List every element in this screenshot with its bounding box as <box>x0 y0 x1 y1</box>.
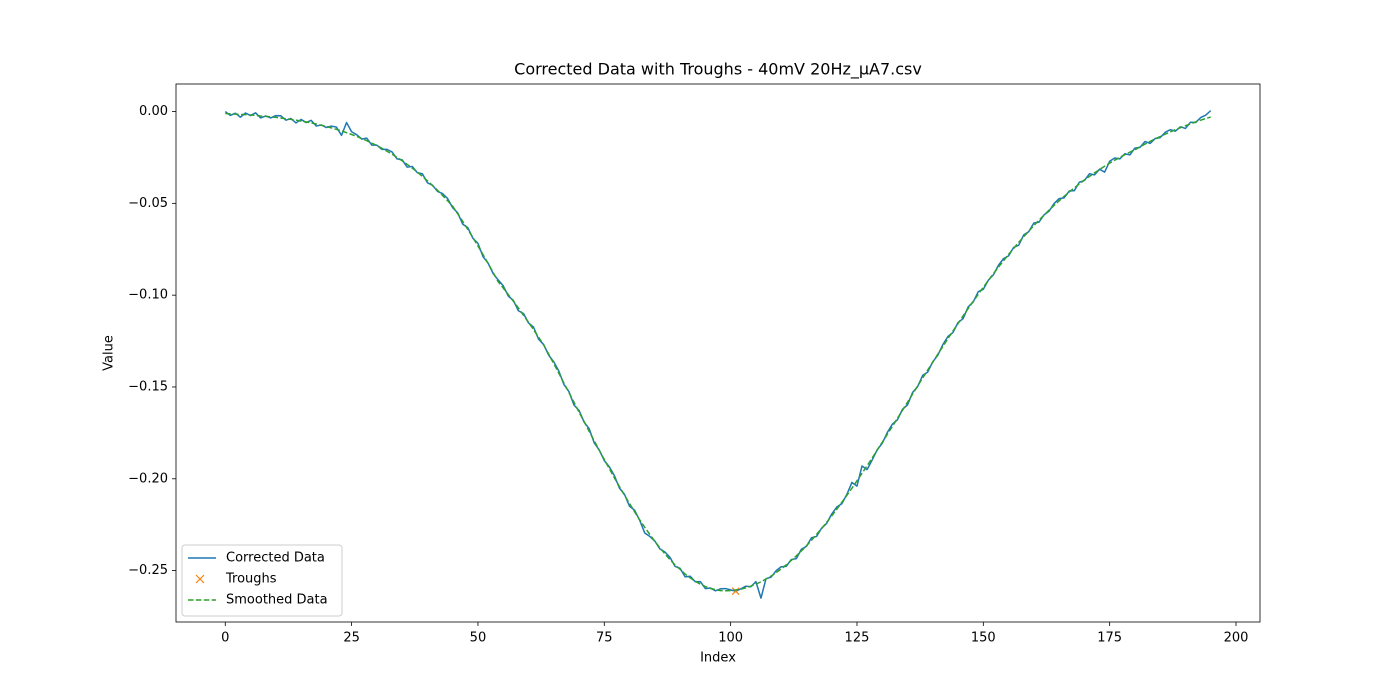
x-tick-label: 100 <box>718 631 743 646</box>
x-tick-label: 0 <box>221 631 229 646</box>
legend-label: Corrected Data <box>226 551 325 566</box>
x-tick-label: 175 <box>1097 631 1122 646</box>
legend-label: Smoothed Data <box>226 593 328 608</box>
x-tick-label: 50 <box>470 631 487 646</box>
legend-marker <box>195 574 205 584</box>
x-axis-label: Index <box>700 651 736 666</box>
y-tick-label: −0.15 <box>128 379 168 394</box>
x-tick-label: 125 <box>845 631 870 646</box>
y-axis-label: Value <box>102 335 117 371</box>
x-tick-label: 75 <box>596 631 613 646</box>
plot-frame <box>175 83 1261 623</box>
chart-title: Corrected Data with Troughs - 40mV 20Hz_… <box>514 60 922 80</box>
y-tick-label: −0.05 <box>128 196 168 211</box>
y-tick-label: −0.25 <box>128 563 168 578</box>
x-tick-label: 150 <box>971 631 996 646</box>
data-line <box>225 112 1211 592</box>
x-tick-label: 25 <box>343 631 360 646</box>
y-tick-label: 0.00 <box>139 104 168 119</box>
x-tick-label: 200 <box>1224 631 1249 646</box>
legend-box <box>181 544 343 617</box>
trough-marker <box>731 587 740 596</box>
y-tick-label: −0.20 <box>128 471 168 486</box>
y-tick-label: −0.10 <box>128 288 168 303</box>
legend-label: Troughs <box>225 572 277 587</box>
